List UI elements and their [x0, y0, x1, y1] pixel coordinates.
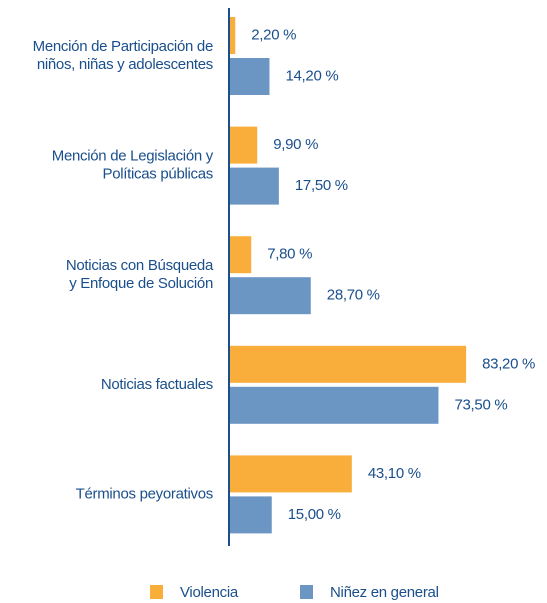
bar [229, 386, 439, 424]
category-label: Mención de Participación de niños, niñas … [33, 38, 213, 73]
legend-label: Niñez en general [330, 584, 439, 601]
value-label: 15,00 % [288, 506, 341, 523]
value-label: 73,50 % [454, 396, 507, 413]
legend-label: Violencia [180, 584, 239, 601]
category-label: Noticias con Búsqueda y Enfoque de Soluci… [66, 257, 214, 292]
bar [229, 126, 258, 164]
bar [229, 167, 279, 205]
bar [229, 277, 311, 315]
value-label: 2,20 % [251, 26, 296, 43]
value-label: 17,50 % [295, 177, 348, 194]
value-label: 14,20 % [285, 67, 338, 84]
bar [229, 455, 352, 493]
legend-swatch [150, 585, 163, 599]
value-label: 7,80 % [267, 246, 312, 263]
legend-swatch [300, 585, 313, 599]
category-label: Noticias factuales [101, 376, 213, 393]
value-label: 28,70 % [327, 287, 380, 304]
bar [229, 58, 270, 95]
value-label: 43,10 % [368, 465, 421, 482]
bar [229, 345, 467, 383]
value-label: 9,90 % [273, 136, 318, 153]
bar [229, 17, 236, 54]
bar [229, 496, 272, 534]
value-label: 83,20 % [482, 355, 535, 372]
bar [229, 236, 252, 274]
category-label: Términos peyorativos [76, 485, 213, 502]
category-label: Mención de Legislación y Políticas públic… [52, 148, 214, 183]
